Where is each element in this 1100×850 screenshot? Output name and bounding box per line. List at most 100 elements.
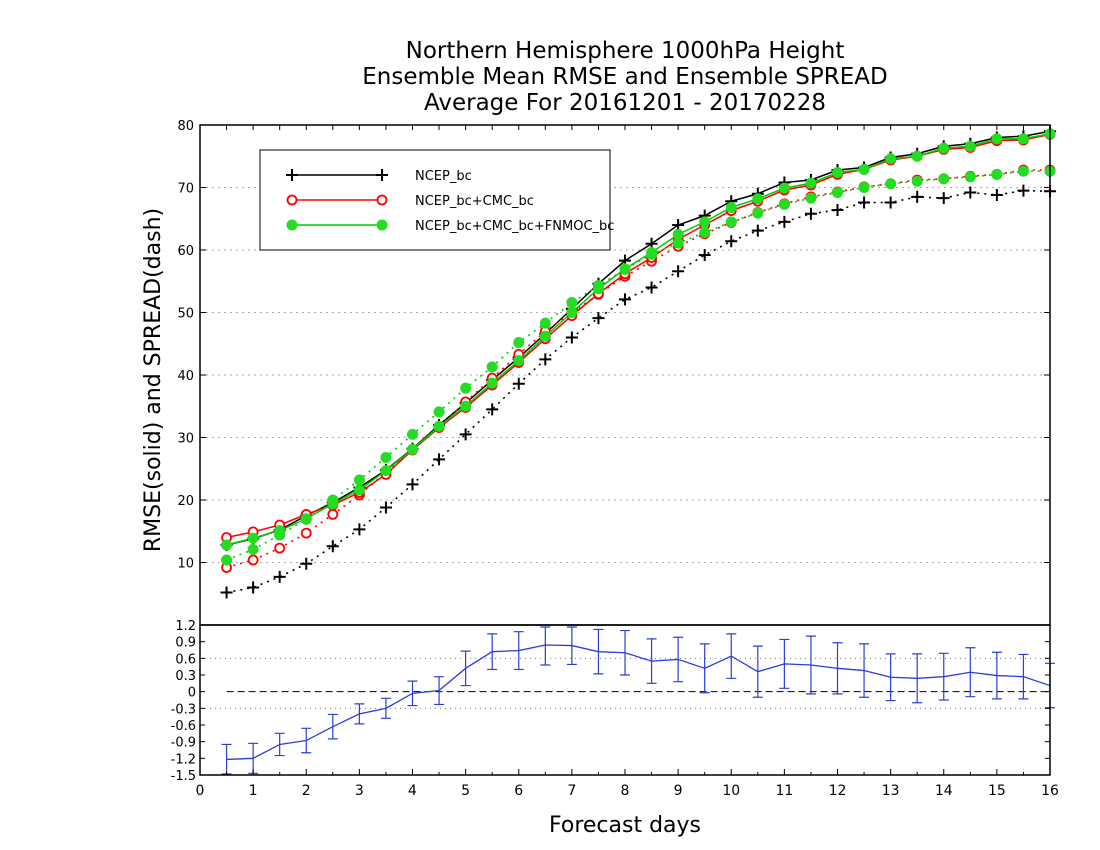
x-tick-label: 10 <box>722 783 740 799</box>
error-bar <box>885 653 896 702</box>
spread-point <box>832 187 843 198</box>
spread-point <box>778 198 790 210</box>
rmse-point <box>433 420 445 432</box>
error-bar <box>301 727 312 754</box>
rmse-point <box>778 182 790 194</box>
rmse-point <box>805 177 817 189</box>
spread-point <box>991 168 1003 180</box>
legend: NCEP_bc NCEP_bc+CMC_bc NCEP_bc+CMC_bc+FNMO… <box>259 149 614 251</box>
spread-point <box>220 586 233 599</box>
rmse-point <box>300 513 312 525</box>
spread-point <box>300 557 313 570</box>
rmse-point <box>646 247 658 258</box>
rmse-point <box>858 163 870 175</box>
spread-point <box>884 196 897 209</box>
spread-point <box>433 453 446 466</box>
error-bar <box>566 626 577 666</box>
rmse-point <box>539 330 551 342</box>
top-y-tick-label: 50 <box>177 307 194 322</box>
error-bar <box>593 628 604 675</box>
x-tick-label: 12 <box>829 783 847 799</box>
legend-marker <box>286 194 298 206</box>
x-tick-label: 4 <box>408 783 417 799</box>
error-bar <box>513 631 524 671</box>
x-tick-label: 8 <box>621 783 630 799</box>
spread-point <box>380 452 392 463</box>
error-bar <box>779 638 790 689</box>
bottom-y-tick-label: -1.5 <box>171 769 196 784</box>
x-tick-label: 11 <box>775 783 793 799</box>
rmse-point <box>885 153 897 165</box>
rmse-point <box>991 133 1003 145</box>
spread-point <box>858 182 870 193</box>
error-bar <box>407 680 418 707</box>
spread-point <box>565 331 578 344</box>
spread-point <box>964 171 976 183</box>
top-panel-grid <box>200 187 1050 563</box>
spread-point <box>353 474 365 486</box>
top-y-tick-label: 70 <box>177 182 194 197</box>
rmse-point <box>247 532 259 544</box>
spread-point <box>938 173 950 185</box>
spread-point <box>353 523 366 536</box>
spread-point <box>300 527 312 539</box>
error-bar <box>938 652 949 701</box>
error-bar <box>859 643 870 698</box>
bottom-y-tick-label: 0.6 <box>175 652 196 667</box>
spread-point <box>486 361 498 373</box>
error-bar <box>646 638 657 684</box>
rmse-point <box>725 202 737 213</box>
spread-point <box>327 508 339 520</box>
error-bar <box>699 643 710 694</box>
spread-point <box>407 428 418 440</box>
x-tick-label: 6 <box>514 783 523 799</box>
x-tick-label: 14 <box>935 783 953 799</box>
legend-entry-label: NCEP_bc+CMC_bc+FNMOC_bc <box>415 219 614 234</box>
spread-point <box>699 227 711 238</box>
top-y-tick-label: 60 <box>177 244 194 259</box>
bottom-y-tick-label: -1.2 <box>171 752 196 767</box>
spread-point <box>247 543 259 555</box>
rmse-point <box>672 228 684 240</box>
x-tick-label: 13 <box>882 783 900 799</box>
bottom-panel-axes: -1.5-1.2-0.9-0.6-0.300.30.60.91.20 1 2 3 4 5 6… <box>171 619 1059 799</box>
error-bar <box>487 633 498 671</box>
rmse-point <box>486 377 498 389</box>
spread-point <box>513 337 525 348</box>
error-bar <box>832 642 843 695</box>
spread-point <box>326 540 339 553</box>
spread-line-1 <box>226 169 1050 569</box>
spread-point <box>406 478 419 491</box>
spread-point <box>725 235 738 248</box>
rmse-point <box>964 140 976 152</box>
spread-point <box>247 581 260 594</box>
top-y-tick-label: 30 <box>177 432 194 447</box>
spread-point <box>1017 184 1030 197</box>
spread-point <box>539 353 552 366</box>
spread-point <box>804 207 817 220</box>
error-bar <box>460 650 471 687</box>
x-tick-label: 15 <box>988 783 1006 799</box>
bottom-y-tick-label: 0.9 <box>175 636 196 651</box>
error-bar <box>805 635 816 695</box>
top-y-tick-label: 10 <box>177 557 194 572</box>
rmse-point <box>699 216 711 228</box>
error-bar <box>726 633 737 679</box>
bottom-y-tick-label: -0.3 <box>171 702 196 717</box>
rmse-point <box>407 443 418 455</box>
spread-point <box>592 312 605 325</box>
bottom-panel-series <box>221 626 1055 775</box>
rmse-point <box>566 307 578 318</box>
rmse-point <box>938 142 950 154</box>
bottom-y-tick-label: 0.3 <box>175 669 196 684</box>
spread-point <box>778 215 791 228</box>
spread-point <box>698 249 711 261</box>
rmse-point <box>460 400 472 412</box>
legend-marker <box>376 194 388 206</box>
spread-point <box>274 542 286 554</box>
spread-point <box>964 186 977 199</box>
legend-entry-label: NCEP_bc+CMC_bc <box>415 194 534 209</box>
x-tick-label: 3 <box>355 783 364 799</box>
x-tick-label: 7 <box>567 783 576 799</box>
